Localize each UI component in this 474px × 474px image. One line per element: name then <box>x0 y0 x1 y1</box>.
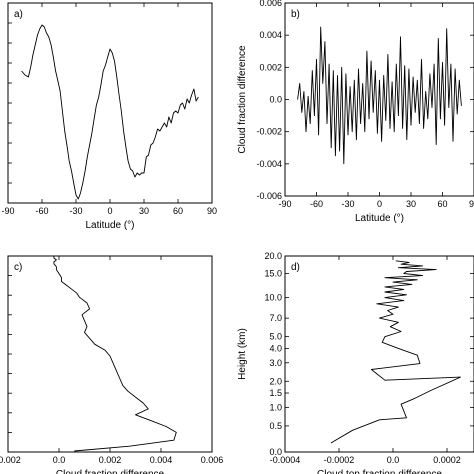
x-tick-label: -30 <box>69 206 82 216</box>
x-tick-label: 0.002 <box>99 455 122 465</box>
x-tick-label: 60 <box>437 199 447 209</box>
x-tick-label: 0 <box>377 199 382 209</box>
x-tick-label: 30 <box>139 206 149 216</box>
x-axis-label: Latitude (°) <box>355 213 404 224</box>
y-tick-label: -0.004 <box>256 159 282 169</box>
x-tick-label: -30 <box>341 199 354 209</box>
panel-label: b) <box>291 9 300 20</box>
x-tick-label: -90 <box>1 206 14 216</box>
y-tick-label: 0.006 <box>259 0 282 8</box>
x-tick-label: 0.006 <box>201 455 224 465</box>
y-tick-label: 4.0 <box>269 343 282 353</box>
panel-b: -90 -60 -30 0 30 60 90 -0.006 -0.004 -0.002 0.0 0.0… <box>237 0 474 224</box>
x-tick-label: 90 <box>207 206 217 216</box>
x-axis-label: Cloud fraction difference <box>56 469 165 474</box>
series-line <box>53 256 177 452</box>
y-tick-label: 3.0 <box>269 358 282 368</box>
x-tick-label: 0.0 <box>387 455 400 465</box>
y-tick-label: -0.006 <box>256 191 282 201</box>
x-tick-label: 90 <box>469 199 474 209</box>
x-axis-label: Cloud top fraction difference <box>317 469 442 474</box>
y-tick-label: 5.0 <box>269 332 282 342</box>
y-tick-label: -0.002 <box>256 127 282 137</box>
panel-d: -0.0004 -0.0002 0.0 0.0002 0.0 0.5 1.0 1.5 2.0 3.… <box>237 251 474 474</box>
y-tick-label: 1.0 <box>269 402 282 412</box>
x-tick-label: -90 <box>278 199 291 209</box>
y-tick-label: 0.004 <box>259 30 282 40</box>
y-tick-label: 20.0 <box>264 251 282 261</box>
series-line <box>297 26 462 165</box>
x-axis-label: Latitude (°) <box>85 220 134 231</box>
x-tick-label: -0.002 <box>0 455 21 465</box>
y-tick-label: 0.0 <box>269 447 282 457</box>
x-tick-label: -0.0002 <box>324 455 355 465</box>
y-tick-label: 7.0 <box>269 313 282 323</box>
y-tick-label: 2.0 <box>269 376 282 386</box>
x-tick-label: 0.0002 <box>433 455 461 465</box>
y-tick-label: 15.0 <box>264 269 282 279</box>
series-line <box>21 24 199 200</box>
x-tick-label: -0.0004 <box>270 455 301 465</box>
x-tick-label: 30 <box>406 199 416 209</box>
x-tick-label: 0 <box>107 206 112 216</box>
x-tick-label: -60 <box>35 206 48 216</box>
plot-frame <box>284 255 474 453</box>
panel-label: a) <box>14 9 23 20</box>
x-tick-label: -60 <box>310 199 323 209</box>
plot-frame <box>7 255 213 453</box>
x-tick-label: 0.0 <box>53 455 66 465</box>
panel-a: -90 -60 -30 0 30 60 90 a) Latitude (°) <box>1 2 217 231</box>
y-axis-label: Height (km) <box>237 328 248 380</box>
y-axis-label: Cloud fraction difference <box>237 45 248 154</box>
series-line <box>330 260 461 444</box>
panel-label: c) <box>14 262 22 273</box>
panel-c: -0.002 0.0 0.002 0.004 0.006 c) Cloud fraction… <box>0 255 224 474</box>
x-tick-label: 0.004 <box>150 455 173 465</box>
y-tick-label: 1.5 <box>269 388 282 398</box>
y-tick-label: 0.0 <box>269 95 282 105</box>
y-tick-label: 0.5 <box>269 421 282 431</box>
y-tick-label: 0.002 <box>259 62 282 72</box>
y-tick-label: 10.0 <box>264 293 282 303</box>
panel-label: d) <box>291 262 300 273</box>
x-tick-label: 60 <box>173 206 183 216</box>
